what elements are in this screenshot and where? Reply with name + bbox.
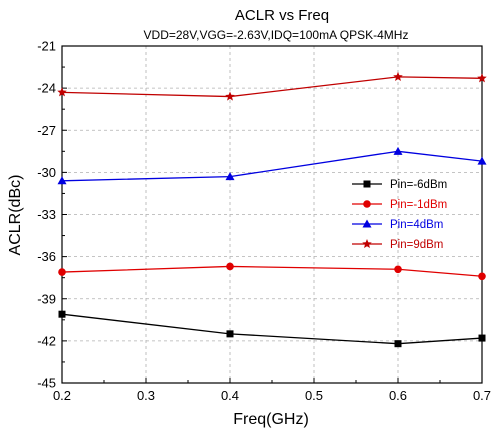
y-tick-label: -42 <box>37 333 56 348</box>
y-tick-label: -27 <box>37 123 56 138</box>
y-tick-label: -30 <box>37 165 56 180</box>
data-point <box>226 330 234 338</box>
y-tick-label: -36 <box>37 249 56 264</box>
grid-lines <box>62 46 482 383</box>
legend-label: Pin=4dBm <box>390 219 443 231</box>
data-point <box>57 87 67 97</box>
axis-ticks: 0.2 0.3 0.4 0.5 0.6 0.7 -45 -42 -39 -36 -33 -30 -27 -… <box>37 39 491 404</box>
series-line-0 <box>61 313 483 345</box>
x-tick-label: 0.4 <box>221 388 239 403</box>
data-point <box>225 172 235 181</box>
data-point <box>477 156 487 165</box>
x-tick-label: 0.7 <box>473 388 491 403</box>
x-axis-label: Freq(GHz) <box>233 411 309 428</box>
data-point <box>393 146 403 155</box>
series-line-2 <box>61 150 483 182</box>
data-point <box>225 91 235 101</box>
legend-marker <box>363 200 371 208</box>
y-tick-label: -45 <box>37 376 56 391</box>
y-axis-label: ACLR(dBc) <box>7 175 24 256</box>
y-tick-label: -24 <box>37 81 56 96</box>
data-point <box>394 340 402 348</box>
y-tick-label: -39 <box>37 291 56 306</box>
x-tick-label: 0.2 <box>53 388 71 403</box>
series-group <box>57 71 487 348</box>
legend-marker <box>362 219 372 228</box>
data-point <box>58 310 66 318</box>
data-point <box>58 268 66 276</box>
data-point <box>393 71 403 81</box>
data-point <box>57 176 67 185</box>
y-tick-label: -33 <box>37 207 56 222</box>
chart-subtitle: VDD=28V,VGG=-2.63V,IDQ=100mA QPSK-4MHz <box>144 28 409 42</box>
data-point <box>226 262 234 271</box>
legend: Pin=-6dBm Pin=-1dBm Pin=4dBm Pin=9dBm <box>352 179 447 251</box>
legend-label: Pin=-1dBm <box>390 199 447 211</box>
x-tick-label: 0.5 <box>305 388 323 403</box>
legend-marker <box>362 239 372 249</box>
series-line-1 <box>61 265 483 277</box>
legend-label: Pin=9dBm <box>390 239 443 251</box>
x-tick-label: 0.6 <box>389 388 407 403</box>
legend-label: Pin=-6dBm <box>390 179 447 191</box>
data-point <box>478 272 486 281</box>
legend-marker <box>363 180 371 188</box>
x-tick-label: 0.3 <box>137 388 155 403</box>
chart-title: ACLR vs Freq <box>235 7 329 24</box>
data-point <box>394 265 402 274</box>
series-line-3 <box>61 76 483 98</box>
data-point <box>477 73 487 83</box>
y-tick-label: -21 <box>37 39 56 54</box>
data-point <box>478 334 486 342</box>
